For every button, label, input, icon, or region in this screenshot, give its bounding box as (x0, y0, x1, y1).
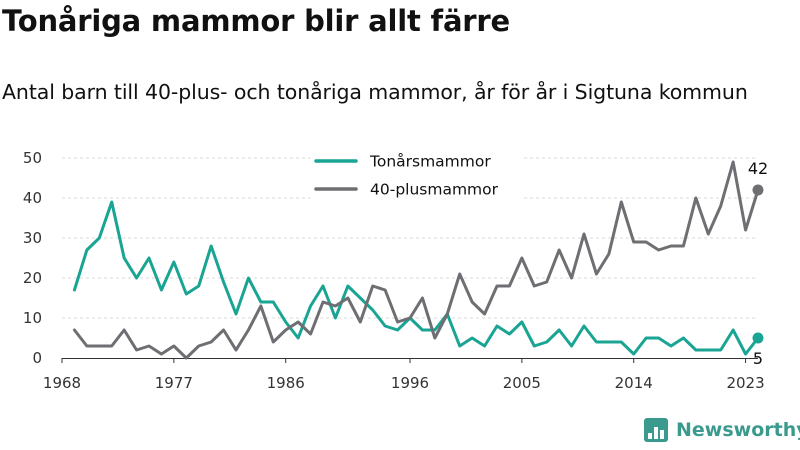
y-tick-label: 30 (23, 229, 42, 247)
series-end-point (752, 184, 764, 196)
chart-title: Tonåriga mammor blir allt färre (2, 4, 510, 38)
x-tick-label: 2014 (615, 374, 653, 392)
newsworthy-logo-icon (644, 418, 668, 442)
legend-label: Tonårsmammor (369, 153, 491, 171)
x-tick-label: 1996 (391, 374, 429, 392)
x-tick-label: 1977 (155, 374, 193, 392)
series-end-label: 5 (753, 349, 763, 368)
chart-subtitle: Antal barn till 40-plus- och tonåriga ma… (2, 80, 748, 104)
y-tick-label: 10 (23, 309, 42, 327)
brand-logo[interactable]: Newsworthy (644, 418, 800, 442)
x-tick-label: 1968 (43, 374, 81, 392)
series-line-40-plusmammor (72, 160, 760, 360)
series-end-label: 42 (748, 159, 768, 178)
x-tick-label: 1986 (267, 374, 305, 392)
series-line-tonarsmammor (72, 200, 760, 356)
y-tick-label: 20 (23, 269, 42, 287)
x-tick-label: 2005 (503, 374, 541, 392)
legend-box (310, 145, 522, 203)
series-end-point (752, 332, 764, 344)
brand-name: Newsworthy (676, 419, 800, 441)
y-tick-label: 0 (32, 349, 42, 367)
y-tick-label: 50 (23, 149, 42, 167)
legend-label: 40-plusmammor (370, 181, 499, 199)
x-tick-label: 2023 (726, 374, 764, 392)
y-tick-label: 40 (23, 189, 42, 207)
